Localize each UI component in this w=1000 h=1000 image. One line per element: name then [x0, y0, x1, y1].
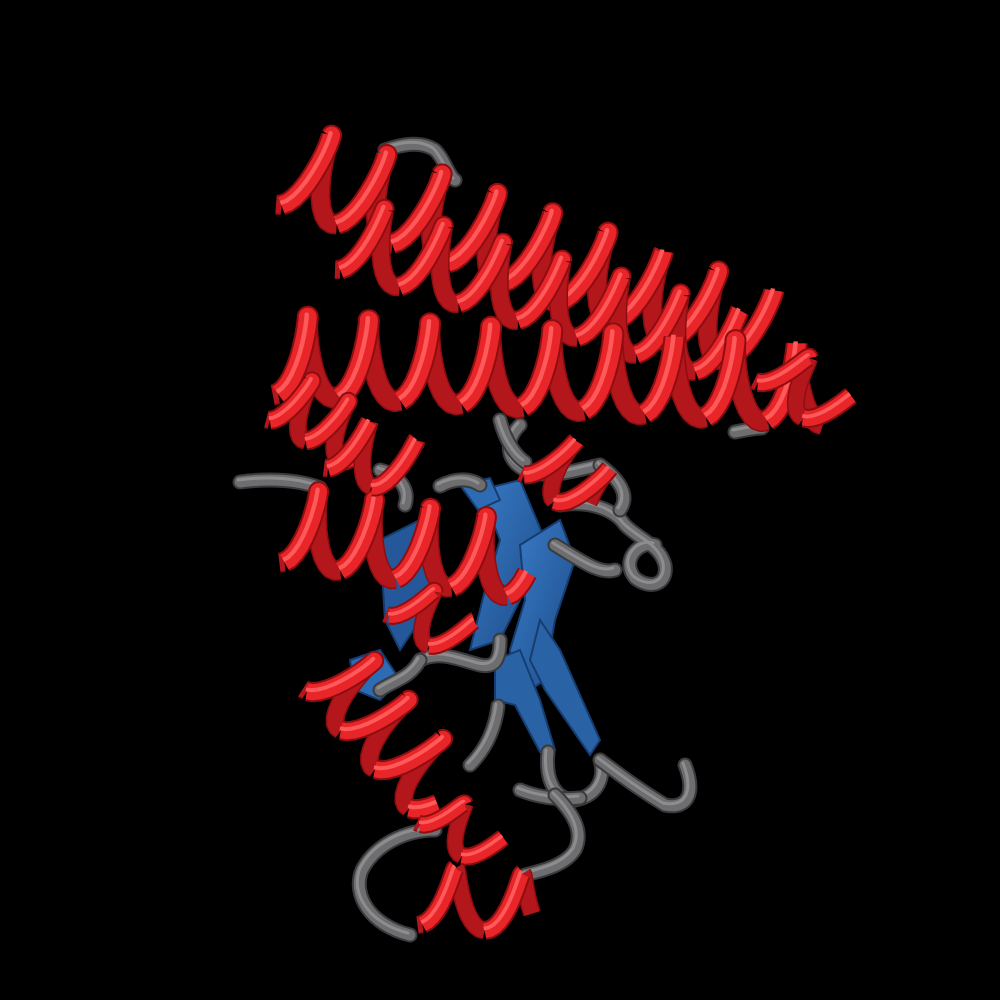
helix-front-highlight	[456, 238, 504, 304]
helix-front-highlight	[552, 465, 610, 503]
alpha-helix	[413, 794, 509, 866]
coil-segment-highlight	[496, 416, 525, 462]
helix-front-highlight	[305, 656, 376, 693]
helix-front-highlight	[449, 512, 488, 588]
helix-front-face	[417, 796, 472, 832]
helix-front-highlight	[275, 312, 309, 394]
coil-segment-highlight	[466, 702, 498, 765]
helix-front-highlight	[634, 289, 682, 355]
helix-front-face	[755, 349, 817, 391]
helix-front-highlight	[393, 504, 432, 579]
helix-front-highlight	[756, 353, 811, 383]
beta-strand	[528, 617, 602, 757]
coil-segment-highlight	[551, 541, 615, 571]
alpha-helix	[516, 432, 619, 512]
helix-front-face	[426, 614, 481, 653]
alpha-helix	[297, 650, 453, 820]
helix-front-highlight	[556, 227, 610, 302]
helix-front-highlight	[279, 130, 333, 205]
helix-front-highlight	[523, 437, 577, 475]
alpha-helix	[416, 859, 541, 940]
helix-front-highlight	[575, 272, 623, 338]
alpha-helix	[270, 305, 829, 435]
coil-segment	[374, 654, 426, 696]
alpha-helix	[278, 481, 537, 606]
helix-front-highlight	[326, 418, 371, 469]
helix-front-face	[386, 583, 442, 623]
alpha-helix	[322, 412, 426, 497]
helix-front-highlight	[268, 376, 313, 421]
helix-front-face	[521, 434, 583, 483]
helix-front-highlight	[445, 189, 499, 264]
helix-front-highlight	[304, 397, 350, 441]
helix-front-highlight	[336, 315, 371, 398]
helix-front-face	[550, 461, 617, 510]
coil-segment-highlight	[556, 500, 665, 584]
helix-back-face	[416, 916, 424, 933]
helix-front-highlight	[387, 587, 436, 616]
helix-front-highlight	[516, 255, 564, 321]
helix-front-highlight	[373, 734, 444, 771]
coil-segment-highlight	[376, 466, 406, 505]
alpha-helix	[382, 581, 483, 655]
helix-front-highlight	[338, 204, 386, 270]
coil-segment-highlight	[521, 791, 578, 875]
helix-front-highlight	[339, 695, 410, 732]
helix-back-face	[271, 385, 280, 404]
helix-front-highlight	[338, 495, 376, 571]
coil-segment-highlight	[436, 476, 480, 486]
helix-back-face	[322, 460, 329, 476]
helix-front-highlight	[407, 799, 438, 810]
helix-front-face	[458, 832, 508, 864]
helix-front-highlight	[801, 392, 852, 419]
helix-front-highlight	[397, 319, 432, 401]
helix-front-highlight	[282, 487, 320, 562]
helix-front-highlight	[427, 617, 475, 646]
coil-segment-highlight	[376, 656, 420, 690]
alpha-helix	[750, 347, 857, 429]
helix-back-face	[278, 553, 286, 572]
helix-front-highlight	[483, 869, 523, 931]
helix-back-face	[264, 412, 272, 428]
helix-front-highlight	[418, 799, 466, 825]
helix-front-highlight	[703, 335, 737, 418]
coil-segment-highlight	[596, 756, 690, 806]
helix-front-highlight	[642, 333, 676, 414]
helix-front-highlight	[581, 329, 615, 411]
coil-segment	[414, 634, 506, 672]
coil-segment-highlight	[355, 826, 435, 935]
alpha-helices	[264, 124, 857, 940]
helix-front-highlight	[459, 322, 493, 404]
helix-front-highlight	[460, 834, 504, 857]
helix-front-face	[266, 373, 320, 428]
coil-segment	[464, 700, 504, 771]
helix-front-face	[304, 652, 383, 701]
helix-front-highlight	[390, 169, 444, 244]
helix-front-face	[800, 389, 856, 427]
helix-front-highlight	[505, 569, 529, 596]
helix-front-highlight	[370, 436, 418, 487]
alpha-helix	[334, 198, 750, 381]
helix-front-highlight	[334, 150, 389, 225]
helix-front-highlight	[397, 221, 445, 287]
helix-front-face	[338, 691, 417, 740]
helix-front-highlight	[500, 208, 554, 283]
helix-front-highlight	[420, 864, 457, 924]
helix-front-highlight	[520, 325, 554, 408]
helix-front-face	[372, 730, 451, 779]
